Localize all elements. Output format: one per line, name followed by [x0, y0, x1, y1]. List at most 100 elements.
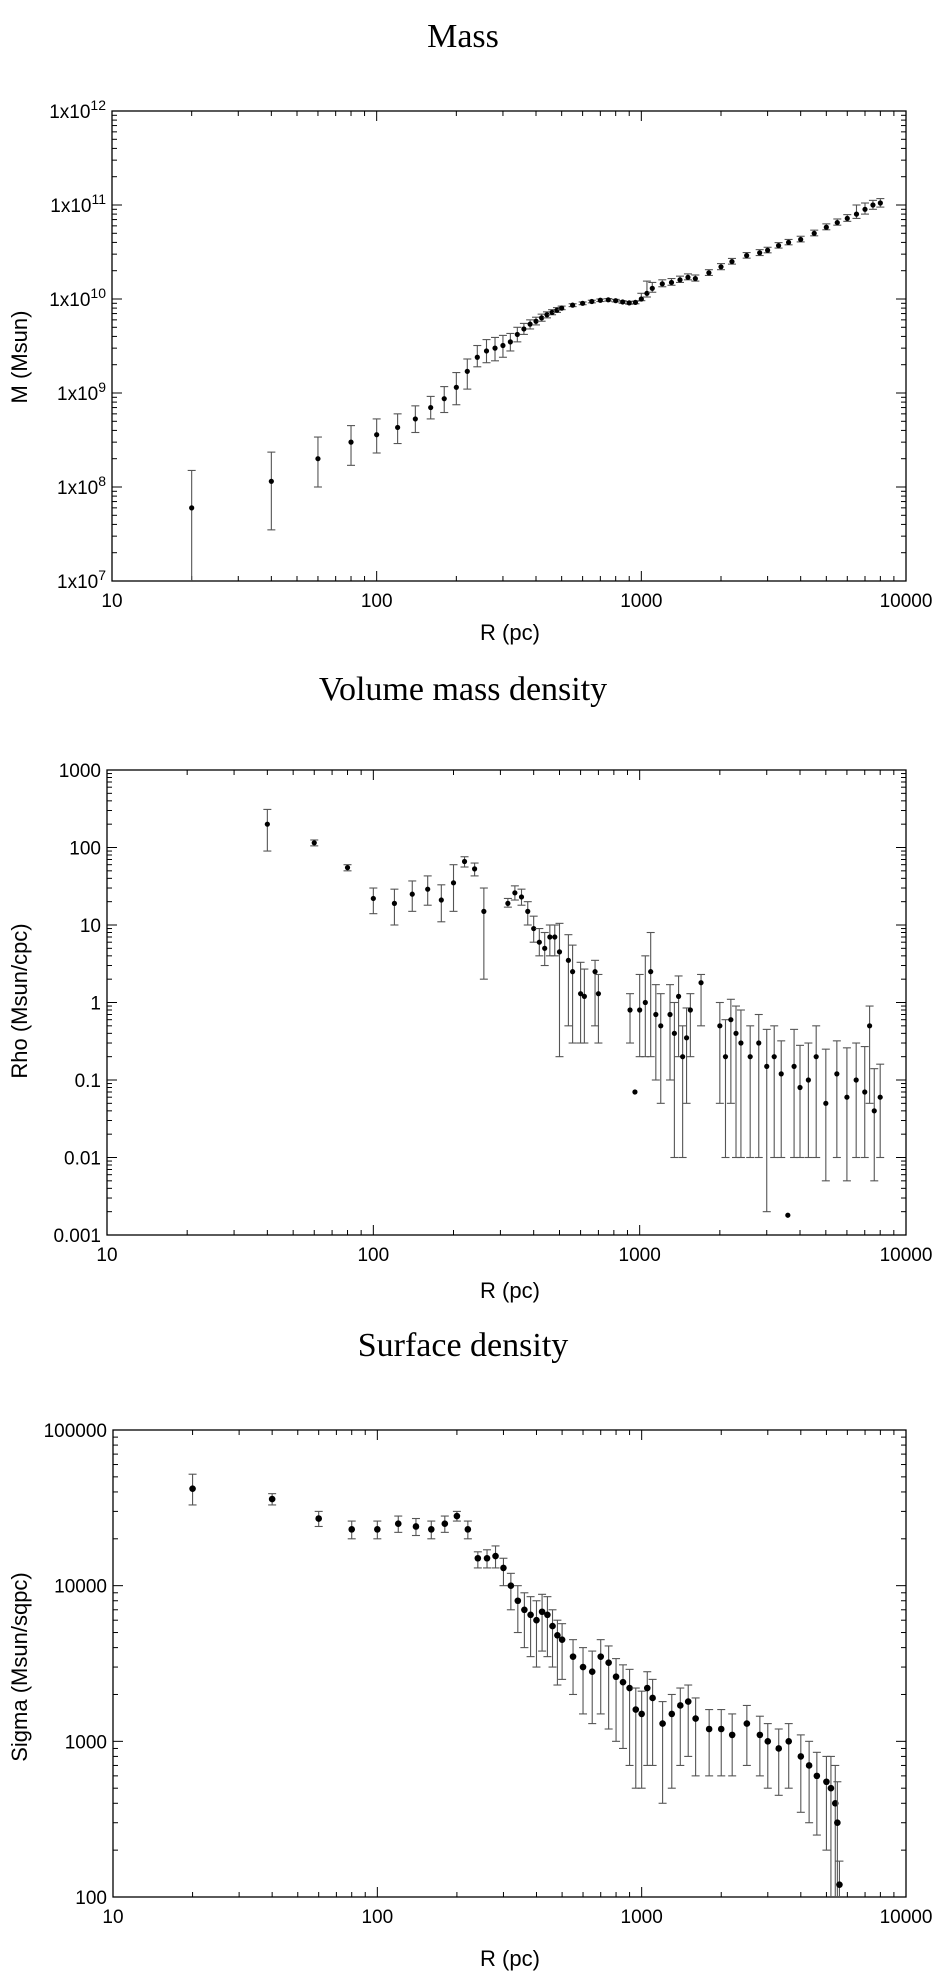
rho-chart-title: Volume mass density	[319, 671, 607, 708]
mass-data-point	[514, 331, 520, 338]
sigma-x-tick-label: 1000	[621, 1907, 663, 1928]
rho-x-tick-label: 100	[357, 1245, 389, 1266]
sigma-data-point	[805, 1762, 813, 1769]
mass-y-tick-label: 1x108	[57, 473, 106, 499]
sigma-data-point	[676, 1702, 684, 1709]
sigma-data-point	[514, 1597, 522, 1605]
sigma-data-point	[441, 1520, 449, 1528]
rho-data-point	[461, 858, 468, 865]
mass-chart-xlabel: R (pc)	[480, 620, 540, 645]
mass-data-point	[395, 424, 401, 431]
mass-data-point	[692, 275, 698, 282]
mass-y-tick-label: 1x1011	[50, 191, 106, 217]
mass-x-tick-label: 1000	[620, 591, 662, 612]
rho-data-point	[542, 945, 548, 951]
sigma-data-point	[659, 1720, 666, 1727]
sigma-data-point	[626, 1684, 633, 1692]
rho-y-tick-label: 0.01	[64, 1149, 101, 1170]
mass-data-point	[677, 277, 683, 283]
rho-data-point	[595, 991, 602, 997]
rho-data-point	[344, 865, 351, 871]
rho-y-tick-label: 0.1	[75, 1071, 101, 1092]
rho-y-tick-label: 1	[90, 994, 101, 1015]
rho-plot-frame	[106, 769, 907, 1236]
sigma-data-point	[189, 1485, 196, 1492]
rho-data-point	[577, 991, 584, 997]
rho-chart-ylabel: Rho (Msun/cpc)	[7, 923, 32, 1078]
rho-data-point	[738, 1040, 744, 1046]
rho-x-tick-label: 10000	[880, 1245, 933, 1266]
sigma-data-point	[717, 1725, 725, 1733]
sigma-chart-title: Surface density	[358, 1327, 569, 1364]
sigma-data-point	[549, 1622, 556, 1630]
rho-data-point	[771, 1054, 777, 1060]
sigma-data-point	[588, 1668, 596, 1676]
mass-data-point	[877, 200, 883, 206]
mass-data-point	[315, 456, 321, 462]
rho-data-point	[778, 1071, 784, 1077]
mass-x-tick-label: 10	[101, 591, 122, 612]
sigma-data-point	[374, 1526, 381, 1533]
mass-chart: Mass R (pc) M (Msun) 10 100 1000 10000 1x107…	[7, 18, 932, 645]
mass-data-point	[765, 247, 771, 253]
sigma-data-point	[743, 1720, 751, 1727]
mass-data-point	[374, 432, 380, 438]
rho-data-point	[505, 900, 511, 906]
rho-data-point	[764, 1063, 770, 1069]
rho-data-point	[581, 993, 587, 999]
mass-data-point	[428, 404, 434, 411]
mass-y-tick-label: 1x1010	[49, 285, 106, 311]
mass-data-point	[798, 236, 804, 243]
mass-chart-title: Mass	[427, 18, 499, 55]
mass-data-point	[870, 202, 876, 208]
rho-data-point	[391, 900, 398, 906]
mass-data-point	[570, 302, 576, 308]
sigma-data-point	[527, 1611, 534, 1619]
rho-data-point	[409, 891, 415, 897]
rho-data-point	[518, 894, 525, 900]
rho-data-point	[823, 1100, 829, 1106]
rho-data-point	[565, 957, 571, 963]
sigma-data-point	[538, 1608, 546, 1616]
mass-data-point	[729, 258, 735, 265]
rho-data-point	[680, 1054, 686, 1060]
mass-data-point	[718, 264, 724, 270]
rho-x-tick-label: 10	[96, 1245, 117, 1266]
rho-data-point	[756, 1040, 762, 1046]
mass-data-point	[580, 300, 586, 306]
sigma-data-point	[728, 1731, 736, 1739]
mass-data-point	[474, 354, 480, 360]
sigma-y-tick-label: 100000	[44, 1421, 107, 1442]
rho-data-point	[370, 895, 376, 902]
sigma-data-point	[464, 1526, 472, 1533]
rho-data-point	[627, 1007, 633, 1013]
sigma-data-point	[597, 1653, 605, 1660]
sigma-data-point	[558, 1636, 566, 1643]
rho-data-point	[536, 939, 542, 945]
mass-data-point	[613, 298, 619, 304]
sigma-data-point	[813, 1772, 821, 1780]
rho-data-point	[675, 993, 682, 999]
mass-y-tick-label: 1x107	[57, 567, 106, 593]
mass-y-tick-label: 1x109	[57, 379, 106, 405]
sigma-data-point	[453, 1512, 461, 1520]
sigma-y-tick-label: 10000	[54, 1577, 107, 1598]
sigma-data-point	[756, 1731, 764, 1739]
mass-data-point	[492, 345, 498, 351]
mass-data-point	[626, 300, 632, 306]
mass-plot-frame	[111, 110, 907, 582]
mass-data-point	[544, 312, 550, 318]
sigma-data-point	[315, 1515, 322, 1522]
rho-data-point	[425, 886, 431, 892]
mass-data-point	[441, 396, 447, 402]
mass-data-point	[268, 478, 274, 484]
sigma-data-point	[692, 1715, 699, 1722]
mass-data-point	[507, 339, 513, 345]
mass-y-tick-label: 1x1012	[49, 97, 106, 123]
mass-data-point	[589, 298, 595, 305]
sigma-data-point	[268, 1495, 276, 1503]
rho-data-point	[512, 890, 518, 896]
mass-data-point	[775, 242, 782, 249]
rho-data-point	[733, 1030, 739, 1036]
